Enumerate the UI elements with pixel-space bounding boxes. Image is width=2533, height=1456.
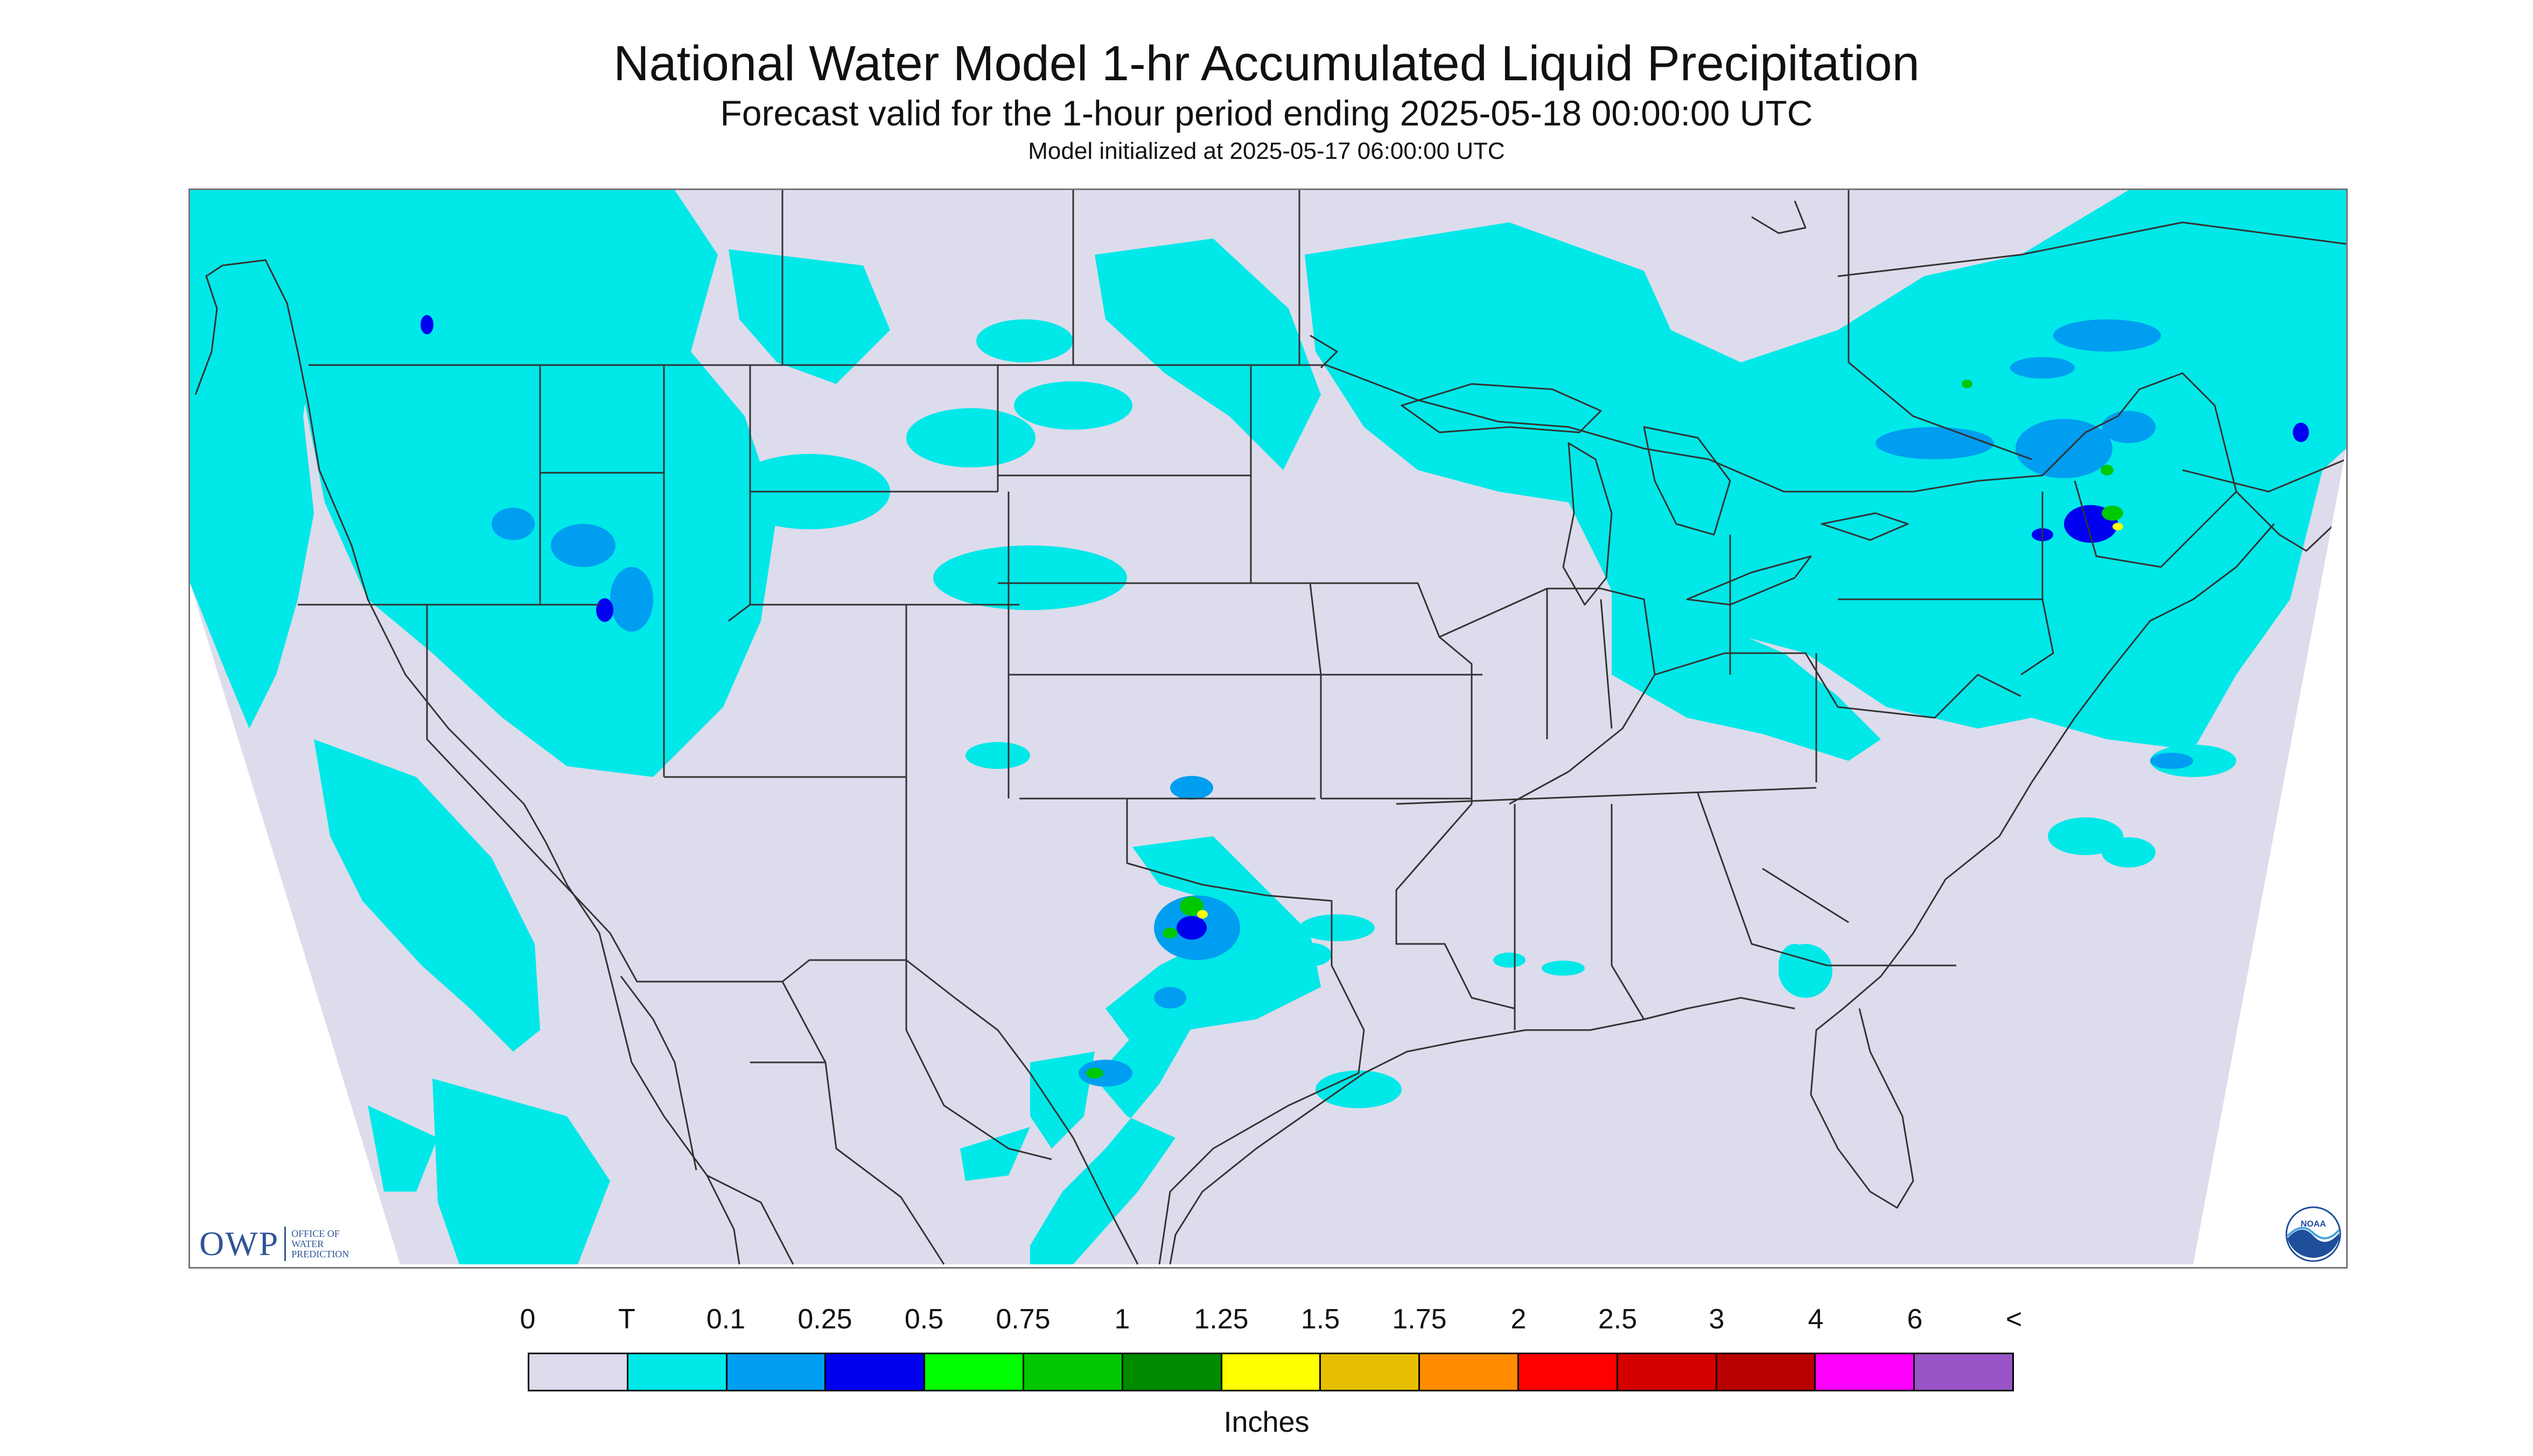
precip-intense-layer — [421, 315, 2309, 940]
legend-swatch — [1519, 1354, 1618, 1390]
legend-swatch — [1816, 1354, 1915, 1390]
us-canada-border — [309, 364, 2346, 552]
legend-label: 3 — [1709, 1304, 1725, 1335]
noaa-logo-text: NOAA — [2300, 1220, 2326, 1229]
precip-ohio-valley — [1612, 589, 1881, 761]
owp-logo-divider — [284, 1227, 286, 1261]
legend-label: 1.25 — [1194, 1304, 1249, 1335]
legend-swatch — [826, 1354, 926, 1390]
precip-layer — [190, 190, 2346, 1264]
precip-south-texas — [1030, 1009, 1202, 1264]
legend-swatch — [1618, 1354, 1717, 1390]
legend-swatch — [529, 1354, 628, 1390]
coastline-gulf — [1169, 997, 1795, 1265]
lake-michigan — [1562, 442, 1613, 606]
map-canvas — [190, 190, 2346, 1265]
legend-swatch — [1420, 1354, 1519, 1390]
legend-swatch — [1222, 1354, 1321, 1390]
precip-montana — [729, 249, 890, 384]
precip-northern-plains — [1095, 239, 1321, 470]
owp-logo-subtext: OFFICE OF WATER PREDICTION — [291, 1228, 349, 1259]
legend-label: 1 — [1114, 1304, 1130, 1335]
legend-units: Inches — [1223, 1406, 1310, 1438]
legend-label: < — [2005, 1304, 2023, 1335]
legend-swatch — [1123, 1354, 1222, 1390]
legend-label: T — [618, 1304, 635, 1335]
lake-ontario — [1821, 512, 1909, 541]
coastline-west — [194, 259, 611, 977]
precipitation-map — [188, 188, 2348, 1269]
legend-label: 0.75 — [996, 1304, 1051, 1335]
lake-erie — [1686, 555, 1812, 606]
lake-huron — [1643, 426, 1731, 536]
baja-coast — [609, 976, 740, 1265]
precip-peak-layer — [1086, 380, 2123, 1079]
noaa-logo-icon: NOAA — [2285, 1206, 2341, 1262]
precip-southwest-coast — [314, 739, 540, 1052]
legend-label: 1.75 — [1392, 1304, 1447, 1335]
precip-heavy-layer — [492, 319, 2193, 1087]
domain-mask-right — [2193, 449, 2346, 1264]
coastline-east — [1810, 523, 2275, 1209]
boundary-lines — [194, 190, 2346, 1265]
legend-swatch — [628, 1354, 727, 1390]
model-init-line: Model initialized at 2025-05-17 06:00:00… — [1028, 138, 1505, 164]
legend-label: 2.5 — [1598, 1304, 1638, 1335]
legend-label: 1.5 — [1300, 1304, 1340, 1335]
precip-northwest — [244, 190, 777, 777]
legend-swatches — [528, 1353, 2014, 1391]
legend-label: 0.25 — [797, 1304, 852, 1335]
owp-logo: OWP OFFICE OF WATER PREDICTION — [199, 1222, 372, 1265]
legend-swatch — [925, 1354, 1024, 1390]
domain-mask-left — [190, 583, 400, 1264]
legend-swatch — [727, 1354, 827, 1390]
map-title: National Water Model 1-hr Accumulated Li… — [613, 36, 1920, 91]
legend-label: 6 — [1907, 1304, 1923, 1335]
legend-label: 0.5 — [904, 1304, 944, 1335]
legend-label: 0 — [520, 1304, 536, 1335]
legend-swatch — [1717, 1354, 1816, 1390]
legend-swatch — [1321, 1354, 1421, 1390]
map-subtitle: Forecast valid for the 1-hour period end… — [720, 93, 1813, 133]
texas-outline — [1019, 797, 1365, 1265]
owp-logo-text: OWP — [199, 1224, 279, 1263]
legend-label: 2 — [1510, 1304, 1527, 1335]
legend-label: 4 — [1808, 1304, 1824, 1335]
lake-superior — [1401, 383, 1602, 433]
legend-swatch — [1915, 1354, 2012, 1390]
legend-label: 0.1 — [706, 1304, 746, 1335]
legend-swatch — [1024, 1354, 1123, 1390]
